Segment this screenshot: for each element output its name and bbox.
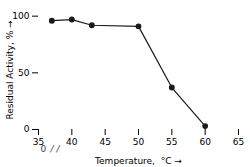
svg-text:Temperature, °C →: Temperature, °C → [94, 156, 182, 166]
svg-text:40: 40 [66, 137, 78, 147]
svg-text:55: 55 [166, 137, 177, 147]
svg-text:0: 0 [24, 124, 30, 134]
svg-text:/ /: / / [50, 144, 61, 154]
svg-text:50: 50 [133, 137, 145, 147]
svg-text:35: 35 [32, 136, 45, 147]
svg-text:60: 60 [199, 137, 211, 147]
svg-text:65: 65 [233, 137, 244, 147]
svg-text:50: 50 [18, 68, 30, 78]
svg-text:45: 45 [99, 137, 110, 147]
svg-text:100: 100 [12, 11, 29, 21]
svg-text:0: 0 [41, 144, 47, 154]
svg-text:Residual Activity, % →: Residual Activity, % → [5, 20, 15, 120]
